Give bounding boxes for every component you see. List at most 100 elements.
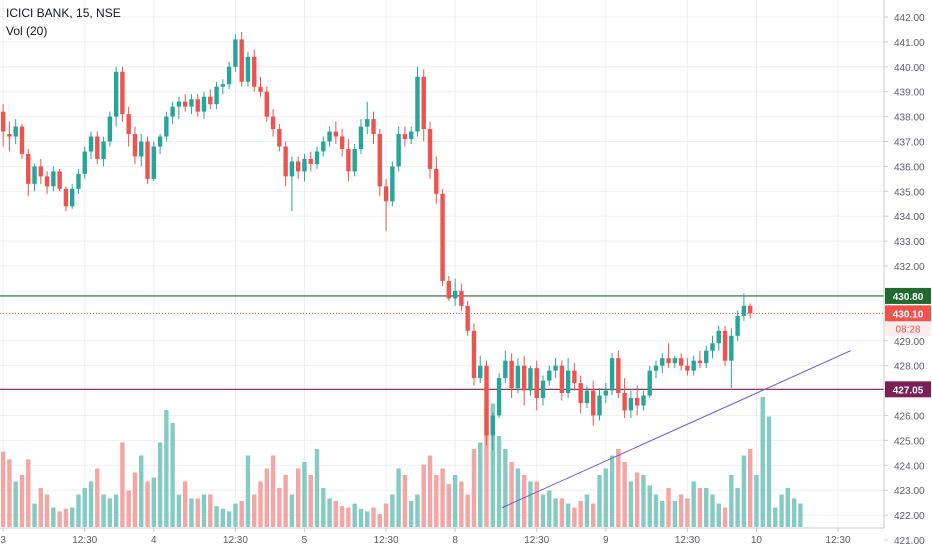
volume-bar [653,494,659,527]
time-tick-label: 10 [751,535,763,546]
resistance-tag [885,287,931,304]
volume-bar [515,468,521,527]
volume-bar [189,498,194,527]
candle-body [496,378,502,416]
volume-bar [63,508,69,527]
volume-bar [434,475,439,527]
candle-body [239,39,244,82]
volume-bar [503,449,508,527]
candle-body [145,141,150,179]
candle-body [208,96,213,105]
volume-bar [383,503,389,527]
volume-bar [170,423,175,527]
candle-body [716,330,721,344]
volume-bar [779,494,784,527]
volume-bar [239,501,244,527]
candle-body [484,365,489,436]
volume-bar [666,488,671,527]
price-tick-label: 428.00 [894,362,925,373]
candle-body [69,188,75,207]
countdown-tag [885,321,931,337]
volume-bar [377,514,382,527]
candle-body [660,358,665,366]
price-tick-label: 435.00 [894,187,925,198]
candle-body [289,161,295,177]
volume-bar [547,490,552,527]
price-tick-label: 437.00 [894,138,925,149]
volume-bar [321,488,326,527]
volume-bar [101,494,106,527]
volume-bar [754,475,759,527]
candle-body [302,158,307,172]
volume-bar [314,449,320,527]
volume-bar [7,459,12,527]
volume-bar [452,475,458,527]
candle-body [421,76,426,130]
volume-bar [346,507,351,527]
last-price-label: 430.10 [893,309,924,320]
volume-bar [113,494,119,527]
candle-body [139,141,144,157]
volume-bar [471,449,477,527]
candle-body [0,111,6,132]
volume-bar [120,442,125,527]
candle-body [678,358,684,366]
volume-bar [289,494,295,527]
candle-body [609,358,615,391]
candle-body [622,393,627,411]
volume-bar [277,488,282,527]
volume-bar [208,494,213,527]
candle-body [51,171,56,187]
volume-bar [339,506,345,527]
candle-body [32,166,37,184]
volume-bar [295,468,301,527]
volume-bar [766,416,772,527]
support-tag [885,381,931,398]
candle-body [710,343,715,351]
candle-body [245,56,251,82]
candle-body [258,86,263,92]
candle-body [528,368,533,391]
volume-bar [220,508,226,527]
candle-body [603,390,608,396]
candle-body [647,370,652,396]
volume-bar [182,481,188,527]
price-tick-label: 421.00 [894,536,925,547]
candle-body [503,360,508,379]
volume-bar [565,503,571,527]
candle-body [226,66,232,85]
volume-bar [584,494,590,527]
volume-bar [528,481,533,527]
candle-body [434,168,439,194]
volume-bar [697,488,703,527]
price-tick-label: 434.00 [894,212,925,223]
candle-body [628,398,634,411]
candle-body [377,134,382,187]
last-price-tag [885,305,931,322]
candle-body [383,186,389,202]
volume-bar [427,455,433,527]
trendline [502,350,851,509]
volume-bar [396,468,401,527]
volume-bar [773,507,778,527]
price-tick-label: 436.00 [894,162,925,173]
candle-body [321,141,326,152]
candle-body [697,360,703,364]
volume-bar [490,403,495,527]
candle-body [641,395,646,406]
price-axis-panel [884,0,932,550]
volume-bar [597,475,602,527]
volume-bar [572,507,577,527]
candle-body [572,370,577,384]
candle-body [591,390,596,416]
candle-body [747,305,753,314]
candle-body [471,330,477,379]
candle-body [685,365,690,371]
candle-body [371,119,376,135]
candle-body [214,86,219,105]
volume-bar [741,455,747,527]
candle-body [691,360,696,371]
volume-bar [38,488,44,527]
